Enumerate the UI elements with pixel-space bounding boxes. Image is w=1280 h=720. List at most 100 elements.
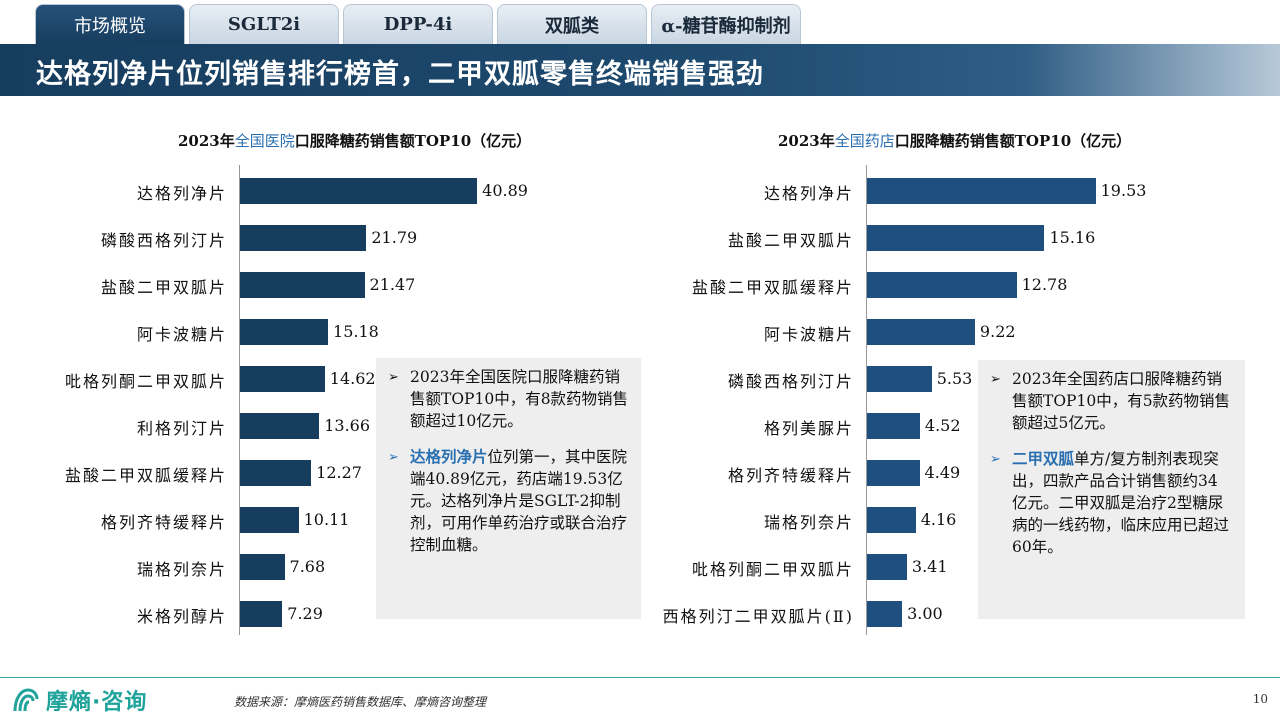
right-chart-value-label: 3.00: [907, 604, 943, 623]
left-chart-category-label: 阿卡波糖片: [136, 325, 227, 344]
left-note-highlight: 达格列净片: [410, 447, 488, 466]
right-chart-category-label: 盐酸二甲双胍缓释片: [691, 278, 854, 297]
left-chart-bar: [240, 601, 283, 627]
right-chart-axis-line: [866, 165, 867, 635]
left-note-bullet-2: ➢ 达格列净片位列第一，其中医院端40.89亿元，药店端19.53亿元。达格列净…: [388, 446, 629, 556]
right-chart-title: 2023年全国药店口服降糖药销售额TOP10（亿元）: [778, 130, 1131, 151]
arrow-bullet-icon: ➢: [990, 372, 1001, 387]
right-chart-value-label: 5.53: [936, 369, 973, 388]
left-chart-category-label: 盐酸二甲双胍缓释片: [64, 466, 227, 485]
right-chart-category-label: 盐酸二甲双胍片: [727, 231, 854, 250]
left-chart-bar: [240, 554, 285, 580]
page-title: 达格列净片位列销售排行榜首，二甲双胍零售终端销售强劲: [36, 59, 764, 90]
left-note-bullet-1: ➢ 2023年全国医院口服降糖药销售额TOP10中，有8款药物销售额超过10亿元…: [388, 366, 629, 432]
right-note-bullet-1: ➢ 2023年全国药店口服降糖药销售额TOP10中，有5款药物销售额超过5亿元。: [990, 368, 1233, 434]
right-bar-chart: 达格列净片 19.53 盐酸二甲双胍片 15.16 盐酸二甲双胍缓释片 12.78 阿卡波糖…: [640, 165, 1280, 635]
right-chart-bar: [867, 272, 1017, 298]
right-note-rest: 单方/复方制剂表现突出，四款产品合计销售额约34亿元。二甲双胍是治疗2型糖尿病的…: [1012, 450, 1230, 556]
tab-biguanides[interactable]: 双胍类: [497, 4, 647, 44]
right-chart-value-label: 19.53: [1100, 181, 1147, 200]
right-chart-category-label: 瑞格列奈片: [763, 513, 854, 532]
right-chart-bar: [867, 225, 1045, 251]
left-chart-category-label: 瑞格列奈片: [136, 560, 227, 579]
left-chart-value-label: 14.62: [329, 369, 376, 388]
tab-sglt2i[interactable]: SGLT2i: [189, 4, 339, 44]
left-chart-bar: [240, 507, 299, 533]
right-chart-title-highlight: 全国药店: [834, 132, 895, 150]
right-note-highlight: 二甲双胍: [1012, 449, 1075, 468]
left-chart-title: 2023年全国医院口服降糖药销售额TOP10（亿元）: [178, 130, 531, 151]
arrow-bullet-icon: ➢: [388, 370, 399, 385]
right-chart-category-label: 磷酸西格列汀片: [727, 372, 854, 391]
left-note-text-2: 达格列净片位列第一，其中医院端40.89亿元，药店端19.53亿元。达格列净片是…: [410, 446, 629, 556]
left-chart-value-label: 7.29: [287, 604, 323, 623]
right-chart-bar: [867, 366, 932, 392]
left-chart-category-label: 盐酸二甲双胍片: [100, 278, 227, 297]
left-chart-category-label: 米格列醇片: [136, 607, 227, 626]
right-chart-category-label: 格列美脲片: [763, 419, 854, 438]
right-chart-value-label: 15.16: [1049, 228, 1096, 247]
right-chart-category-label: 格列齐特缓释片: [727, 466, 854, 485]
right-chart-value-label: 4.16: [920, 510, 957, 529]
right-chart-category-label: 吡格列酮二甲双胍片: [691, 560, 854, 579]
title-bar: 达格列净片位列销售排行榜首，二甲双胍零售终端销售强劲: [0, 44, 1280, 96]
left-chart-value-label: 13.66: [324, 416, 371, 435]
arrow-bullet-icon: ➢: [388, 450, 399, 465]
logo-mark-icon: [13, 688, 39, 712]
right-chart-category-label: 阿卡波糖片: [763, 325, 854, 344]
left-chart-axis-line: [239, 165, 240, 635]
right-chart-category-label: 达格列净片: [763, 184, 854, 203]
page-number: 10: [1252, 692, 1268, 706]
right-note-bullet-2: ➢ 二甲双胍单方/复方制剂表现突出，四款产品合计销售额约34亿元。二甲双胍是治疗…: [990, 448, 1233, 558]
right-note-text-1: 2023年全国药店口服降糖药销售额TOP10中，有5款药物销售额超过5亿元。: [1012, 370, 1231, 432]
left-chart-title-suffix: 口服降糖药销售额TOP10（亿元）: [294, 132, 532, 150]
left-chart-value-label: 15.18: [333, 322, 379, 341]
right-chart-value-label: 4.52: [924, 416, 961, 435]
right-chart-bar: [867, 554, 907, 580]
right-chart-value-label: 4.49: [924, 463, 961, 482]
tab-market-overview[interactable]: 市场概览: [35, 4, 185, 44]
right-chart-bar: [867, 507, 916, 533]
right-chart-title-suffix: 口服降糖药销售额TOP10（亿元）: [894, 132, 1132, 150]
right-chart-title-prefix: 2023年: [778, 132, 835, 150]
right-chart-bar: [867, 319, 975, 345]
right-chart-bar: [867, 601, 903, 627]
left-chart-value-label: 12.27: [316, 463, 362, 482]
left-chart-value-label: 7.68: [289, 557, 326, 576]
data-source-note: 数据来源：摩熵医药销售数据库、摩熵咨询整理: [234, 695, 487, 709]
left-bar-chart: 达格列净片 40.89 磷酸西格列汀片 21.79 盐酸二甲双胍片 21.47 阿卡波糖片 1…: [0, 165, 640, 635]
tab-dpp4i[interactable]: DPP-4i: [343, 4, 493, 44]
right-chart-category-label: 西格列汀二甲双胍片(Ⅱ): [662, 607, 854, 626]
left-chart-bar: [240, 460, 312, 486]
left-note-box: ➢ 2023年全国医院口服降糖药销售额TOP10中，有8款药物销售额超过10亿元…: [376, 358, 641, 619]
right-chart-value-label: 12.78: [1021, 275, 1068, 294]
left-chart-value-label: 21.47: [369, 275, 416, 294]
left-chart-category-label: 利格列汀片: [136, 419, 227, 438]
left-chart-category-label: 吡格列酮二甲双胍片: [64, 372, 227, 391]
left-chart-title-highlight: 全国医院: [234, 132, 295, 150]
right-chart-bar: [867, 460, 920, 486]
arrow-bullet-icon: ➢: [990, 452, 1001, 467]
tab-alpha-glucosidase[interactable]: α-糖苷酶抑制剂: [651, 4, 801, 44]
left-chart-bar: [240, 272, 365, 298]
left-note-text-1: 2023年全国医院口服降糖药销售额TOP10中，有8款药物销售额超过10亿元。: [410, 368, 629, 430]
left-chart-category-label: 磷酸西格列汀片: [100, 231, 227, 250]
section-tabs: 市场概览 SGLT2i DPP-4i 双胍类 α-糖苷酶抑制剂: [35, 4, 801, 44]
left-chart-value-label: 10.11: [303, 510, 350, 529]
right-chart-value-label: 3.41: [911, 557, 948, 576]
left-chart-bar: [240, 413, 320, 439]
left-note-rest: 位列第一，其中医院端40.89亿元，药店端19.53亿元。达格列净片是SGLT-…: [410, 448, 628, 554]
right-note-text-2: 二甲双胍单方/复方制剂表现突出，四款产品合计销售额约34亿元。二甲双胍是治疗2型…: [1012, 448, 1233, 558]
left-chart-category-label: 达格列净片: [136, 184, 227, 203]
left-chart-bar: [240, 178, 478, 204]
left-chart-bar: [240, 366, 325, 392]
footer-divider: [0, 677, 1280, 678]
left-chart-bar: [240, 225, 367, 251]
right-chart-bar: [867, 413, 920, 439]
left-chart-bar: [240, 319, 329, 345]
right-note-box: ➢ 2023年全国药店口服降糖药销售额TOP10中，有5款药物销售额超过5亿元。…: [978, 360, 1245, 619]
left-chart-value-label: 21.79: [371, 228, 418, 247]
right-chart-value-label: 9.22: [979, 322, 1016, 341]
left-chart-value-label: 40.89: [482, 181, 528, 200]
logo-text: 摩熵·咨询: [46, 690, 148, 715]
